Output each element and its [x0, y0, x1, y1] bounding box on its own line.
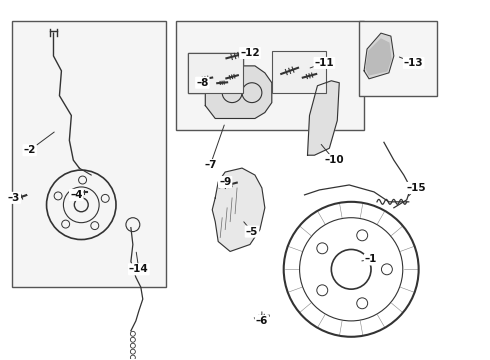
Bar: [12, 21, 166, 287]
Polygon shape: [364, 33, 394, 79]
Text: –6: –6: [256, 316, 268, 326]
Bar: [175, 21, 364, 130]
Text: –8: –8: [196, 78, 209, 88]
Text: –12: –12: [240, 48, 260, 58]
Text: –2: –2: [24, 145, 36, 155]
Text: –5: –5: [246, 226, 258, 237]
Bar: [272, 51, 326, 93]
Text: –10: –10: [324, 155, 344, 165]
Text: –13: –13: [404, 58, 423, 68]
Text: –3: –3: [8, 193, 20, 203]
Text: –15: –15: [407, 183, 426, 193]
Text: –9: –9: [219, 177, 231, 187]
Polygon shape: [212, 168, 265, 251]
Text: –4: –4: [70, 190, 82, 200]
Text: –7: –7: [204, 160, 217, 170]
Bar: [359, 21, 437, 96]
Text: –11: –11: [315, 58, 334, 68]
Polygon shape: [308, 81, 339, 155]
Bar: [189, 53, 243, 93]
Bar: [189, 53, 243, 93]
Text: –1: –1: [365, 255, 377, 264]
Polygon shape: [366, 39, 391, 75]
Text: –14: –14: [129, 264, 148, 274]
Polygon shape: [205, 66, 272, 118]
